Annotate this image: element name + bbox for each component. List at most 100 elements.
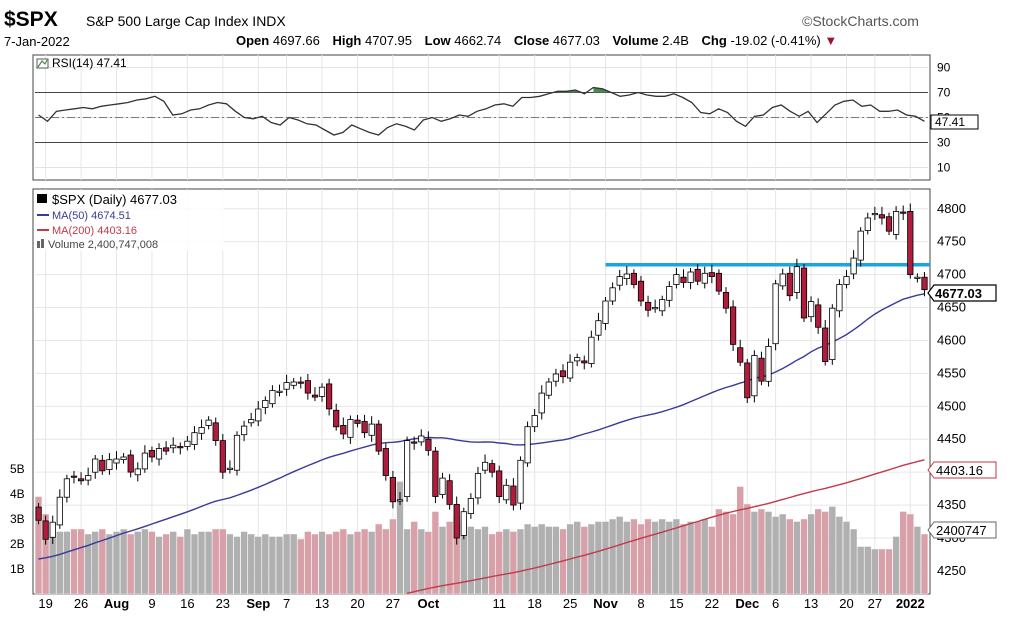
candle-body <box>793 266 801 293</box>
high-value: 4707.95 <box>365 33 412 48</box>
x-tick-label: 2022 <box>896 596 925 611</box>
quote-date: 7-Jan-2022 <box>4 34 70 49</box>
volume-bar <box>694 521 702 595</box>
volume-bar <box>899 511 907 595</box>
volume-bar <box>84 533 92 595</box>
candles <box>35 203 928 545</box>
candle-body <box>701 272 708 284</box>
x-tick-label: 13 <box>315 596 329 611</box>
candle-body <box>567 361 574 379</box>
volume-bar <box>91 531 99 595</box>
candle-body <box>765 345 772 382</box>
volume-bar <box>297 538 305 595</box>
rsi-tag-text: 47.41 <box>935 115 965 129</box>
rsi-legend-label: RSI(14) 47.41 <box>52 56 127 70</box>
candle-body <box>361 421 368 434</box>
brand-link[interactable]: ©StockCharts.com <box>802 13 919 29</box>
candle-body <box>850 257 857 275</box>
volume-bar <box>906 513 914 595</box>
x-tick-label: 18 <box>527 596 541 611</box>
candle-body <box>155 448 163 460</box>
candle-body <box>226 467 233 470</box>
candle-body <box>488 463 496 473</box>
rsi-tick-label: 90 <box>937 61 951 75</box>
volume-bar <box>687 521 695 595</box>
candle-body <box>900 211 907 214</box>
volume-bar <box>70 528 78 595</box>
candle-body <box>63 478 70 498</box>
close-tag-text: 4677.03 <box>935 286 982 301</box>
candle-body <box>106 459 113 471</box>
volume-tag: 2400747 <box>927 521 997 539</box>
candle-body <box>92 458 99 473</box>
volume-bar <box>920 533 929 595</box>
high-label: High <box>332 33 362 48</box>
volume-bar <box>637 523 645 595</box>
candle-body <box>843 276 850 285</box>
candle-body <box>616 276 623 286</box>
volume-bar <box>672 518 681 595</box>
volume-bar <box>857 546 865 595</box>
candle-body <box>637 280 645 302</box>
candle-body <box>772 283 779 345</box>
candle-body <box>496 470 503 497</box>
candle-body <box>744 362 751 399</box>
candle-body <box>283 382 290 390</box>
candle-body <box>673 274 680 285</box>
price-tick-label: 4750 <box>937 234 966 249</box>
candle-body <box>432 450 439 497</box>
candle-body <box>481 461 489 471</box>
volume-bar <box>346 533 355 595</box>
rsi-line <box>38 86 925 136</box>
candle-body <box>198 426 205 434</box>
candle-body <box>141 452 148 470</box>
candle-body <box>411 441 418 444</box>
candle-body <box>815 304 822 328</box>
ma200-tag-box <box>927 461 997 479</box>
close-tag: 4677.03 <box>927 284 997 302</box>
candle-body <box>737 347 744 363</box>
x-tick-label: Aug <box>104 596 129 611</box>
ohlc-summary: Open 4697.66 High 4707.95 Low 4662.74 Cl… <box>236 33 837 48</box>
candle-body <box>396 499 404 502</box>
price-tick-label: 4650 <box>937 300 966 315</box>
candle-body <box>708 272 715 278</box>
volume-bar <box>885 548 893 595</box>
candle-body <box>751 355 758 397</box>
volume-bar <box>793 521 801 595</box>
volume-bar <box>127 533 135 595</box>
candle-body <box>602 300 609 324</box>
candle-body <box>42 520 49 540</box>
candle-body <box>212 422 219 441</box>
candle-legend-icon <box>37 194 47 203</box>
volume-bar <box>587 523 596 595</box>
volume-value: 2.4B <box>662 33 689 48</box>
volume-bar <box>878 548 886 595</box>
price-tick-label: 4800 <box>937 201 966 216</box>
x-tick-label: 25 <box>563 596 577 611</box>
volume-bar <box>339 528 347 595</box>
volume-bar <box>495 531 503 595</box>
volume-tick-label: 3B <box>10 512 25 526</box>
volume-bar <box>715 508 723 595</box>
x-tick-label: 11 <box>492 596 506 611</box>
candle-body <box>262 399 269 408</box>
volume-bar <box>467 526 475 595</box>
open-label: Open <box>236 33 270 48</box>
volume-bar <box>757 508 766 595</box>
x-tick-label: 22 <box>705 596 719 611</box>
candle-body <box>538 392 545 414</box>
candle-body <box>333 409 340 428</box>
rsi-y-axis: 9070503010 <box>937 61 951 175</box>
candle-body <box>730 306 737 345</box>
price-tick-label: 4250 <box>937 563 966 578</box>
volume-bar <box>772 516 780 595</box>
volume-bar <box>49 536 57 595</box>
volume-bar <box>736 486 744 595</box>
candle-body <box>347 419 354 438</box>
x-tick-label: Nov <box>593 596 618 611</box>
close-tag-box <box>927 284 997 302</box>
volume-bar <box>871 548 879 595</box>
candle-body <box>914 276 921 279</box>
